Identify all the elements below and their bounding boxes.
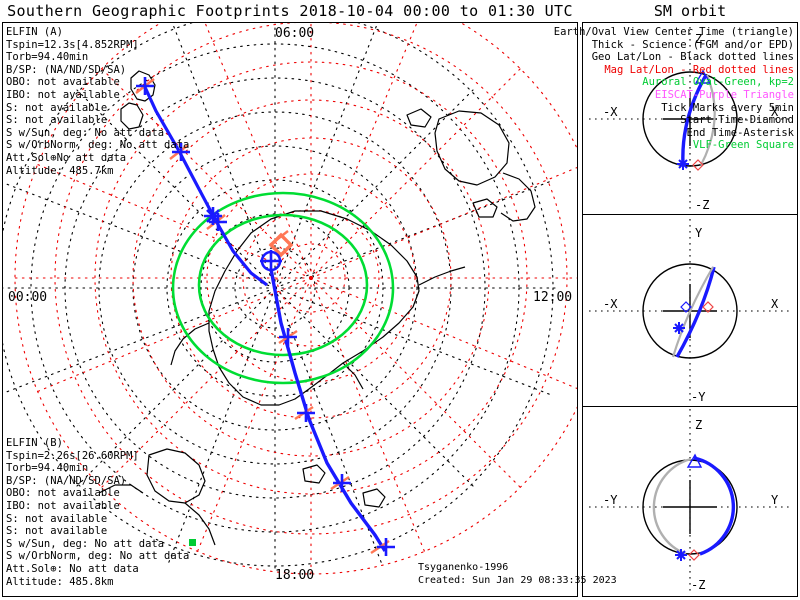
sm3-top-label: Z [695,418,702,432]
elfin-a-line-2: B/SP: (NA/ND/SD/SA) [6,63,127,76]
elfin-b-tick-marks [278,330,390,554]
orbit-track-gray [652,457,692,556]
elfin-a-line-6: S: not available [6,114,108,127]
start-time-diamond [680,301,692,313]
legend-item-0: Earth/Oval View Center Time (triangle) [553,26,794,38]
legend-item-3: Mag Lat/Lon - Red dotted lines [604,63,794,76]
geo-longitude-grid [3,23,556,569]
start-time-diamond [692,159,704,171]
center-time-triangle [686,453,703,468]
elfin-b-line-1: Torb=94.40min [6,462,89,475]
sm-yz-canvas: Z -Z -Y Y [589,409,791,592]
page-title: Southern Geographic Footprints 2018-10-0… [7,2,573,20]
sm-xy-canvas: Y -Y -X X [589,219,791,404]
auroral-oval [171,191,395,385]
elfin-a-asterisk-markers [136,77,227,231]
center-time-triangle [694,69,712,84]
elfin-a-name: ELFIN (A) [6,26,63,38]
end-time-asterisk [677,158,689,170]
sm3-right-label: Y [771,493,779,507]
sm-panel-xy: Y -Y -X X [582,214,798,407]
sm-panel-yz: Z -Z -Y Y [582,406,798,597]
elfin-b-line-7: S w/Sun, deg: No att data [6,537,165,550]
orbit-track-blue [675,266,716,358]
elfin-a-line-10: Altitude: 485.7km [6,164,114,177]
orbit-track-blue [693,456,735,556]
sm2-right-label: X [771,297,779,311]
sm2-top-label: Y [695,226,703,240]
end-time-asterisk [673,322,685,334]
sm-xz-canvas: Z -Z -X X [589,27,791,212]
vlf-green-square [189,539,196,546]
clock-label-right: 12:00 [533,290,573,305]
orbit-track-gray [671,266,714,358]
sm3-left-label: -Y [603,493,618,507]
coastline-outlines [98,70,536,546]
clock-label-bottom: 18:00 [275,568,315,583]
elfin-b-line-3: OBO: not available [6,487,120,500]
sm2-bottom-label: -Y [691,390,706,404]
elfin-b-name: ELFIN (B) [6,437,63,449]
elfin-a-end-asterisk [204,207,222,225]
mag-longitude-grid [10,23,577,579]
elfin-b-line-9: Att.Sol⊕: No att data [6,562,139,575]
elfin-b-line-6: S: not available [6,525,108,538]
sm-orbit-title: SM orbit [653,2,727,20]
end-time-asterisk [675,549,687,561]
elfin-b-line-0: Tspin=2.26s[26.60RPM] [6,449,139,462]
elfin-a-line-3: OBO: not available [6,76,120,89]
sm1-bottom-label: -Z [695,198,709,212]
model-name: Tsyganenko-1996 [418,562,509,573]
legend-item-5: EISCAT-Purple Triangle [654,88,794,101]
elfin-b-line-10: Altitude: 485.8km [6,575,114,588]
center-time-triangle [702,301,714,313]
orbit-track-blue [681,74,708,165]
elfin-a-line-8: S w/OrbNorm, deg: No att data [6,139,190,152]
polar-map-canvas [3,23,577,579]
elfin-b-line-2: B/SP: (NA/ND/SD/SA) [6,474,127,487]
sm1-left-label: -X [603,105,618,119]
start-time-diamond [688,549,700,561]
orbit-track-gray [700,74,716,166]
credit-block: Tsyganenko-1996 Created: Sun Jan 29 08:3… [418,562,617,587]
elfin-a-track [135,77,289,287]
sm1-right-label: X [771,105,779,119]
elfin-a-line-4: IBO: not available [6,88,120,101]
elfin-b-line-4: IBO: not available [6,499,120,512]
legend-item-6: Tick Marks every 5min [661,101,794,114]
elfin-b-line-8: S w/OrbNorm, deg: No att data [6,550,190,563]
elfin-b-line-5: S: not available [6,512,108,525]
legend-item-8: End Time-Asterisk [686,126,794,139]
legend-item-7: Start Time-Diamond [680,114,794,127]
elfin-a-info-block: ELFIN (A) Tspin=12.3s[4.852RPM] Torb=94.… [6,26,189,177]
sm2-left-label: -X [603,297,618,311]
polar-map-panel [2,22,578,597]
legend-item-2: Geo Lat/Lon - Black dotted lines [591,51,794,64]
elfin-a-line-7: S w/Sun, deg: No att data [6,126,165,139]
legend-item-9: VLF-Green Square [692,139,794,152]
legend-item-1: Thick - Science (FGM and/or EPD) [591,38,794,51]
geo-latitude-grid [3,23,554,567]
elfin-b-cross-markers [279,328,395,556]
clock-label-left: 00:00 [8,290,48,305]
elfin-a-line-1: Torb=94.40min [6,51,89,64]
sm1-top-label: Z [695,32,702,46]
earth-circle [642,263,738,359]
elfin-a-line-0: Tspin=12.3s[4.852RPM] [6,38,139,51]
elfin-a-line-5: S: not available [6,101,108,114]
legend-item-4: Auroral Oval-Green, kp=2 [642,76,794,89]
created-timestamp: Created: Sun Jan 29 08:33:35 2023 [418,574,617,586]
elfin-b-track [269,268,395,556]
clock-label-top: 06:00 [275,26,315,41]
map-legend: Earth/Oval View Center Time (triangle) T… [554,26,794,152]
sm3-bottom-label: -Z [691,578,705,592]
earth-circle [642,71,738,167]
elfin-b-info-block: ELFIN (B) Tspin=2.26s[26.60RPM] Torb=94.… [6,437,189,588]
elfin-a-line-9: Att.Sol⊕No att data [6,151,127,164]
